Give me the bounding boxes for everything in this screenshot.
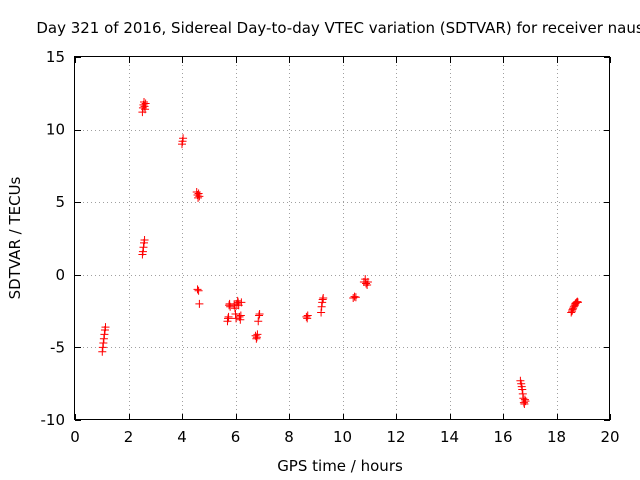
data-point — [255, 311, 264, 320]
data-point — [362, 279, 371, 288]
data-point — [138, 247, 147, 256]
data-point — [254, 317, 263, 326]
x-tick-labels: 0 2 4 6 8 10 12 14 16 18 20 — [70, 428, 619, 446]
grid — [75, 57, 610, 420]
x-tick-label: 10 — [333, 428, 352, 446]
y-tick-label: -10 — [41, 411, 66, 429]
data-point — [195, 192, 204, 201]
data-point — [141, 105, 150, 114]
y-tick-labels: -10 -5 0 5 10 15 — [41, 48, 66, 429]
x-tick-label: 0 — [70, 428, 80, 446]
data-point — [255, 310, 264, 319]
data-point — [317, 308, 326, 317]
data-point — [236, 315, 245, 324]
x-tick-label: 4 — [177, 428, 187, 446]
y-tick-label: -5 — [50, 338, 65, 356]
data-point — [518, 389, 527, 398]
data-point — [98, 343, 107, 352]
data-points — [98, 98, 582, 409]
data-point — [571, 299, 580, 308]
x-tick-label: 18 — [547, 428, 566, 446]
data-point — [195, 299, 204, 308]
data-point — [252, 334, 261, 343]
y-tick-label: 10 — [46, 121, 65, 139]
data-point — [302, 312, 311, 321]
data-point — [317, 302, 326, 311]
data-point — [573, 297, 582, 306]
data-point — [179, 134, 188, 143]
data-point — [100, 330, 109, 339]
x-tick-label: 20 — [600, 428, 619, 446]
x-tick-label: 2 — [124, 428, 134, 446]
data-point — [226, 302, 235, 311]
x-tick-label: 6 — [231, 428, 241, 446]
data-point — [253, 330, 262, 339]
data-point — [140, 235, 149, 244]
data-point — [363, 278, 372, 287]
data-point — [520, 395, 529, 404]
data-point — [232, 314, 241, 323]
data-point — [194, 286, 203, 295]
data-point — [194, 193, 203, 202]
data-point — [518, 385, 527, 394]
data-point — [236, 311, 245, 320]
data-point — [351, 293, 360, 302]
y-tick-label: 15 — [46, 48, 65, 66]
data-point — [139, 243, 148, 252]
data-point — [193, 285, 202, 294]
axis-ticks — [75, 57, 611, 421]
data-point — [318, 295, 327, 304]
y-tick-label: 0 — [55, 266, 65, 284]
data-point — [99, 334, 108, 343]
data-point — [224, 314, 233, 323]
y-tick-label: 5 — [55, 193, 65, 211]
data-point — [233, 296, 242, 305]
data-point — [99, 339, 108, 348]
data-point — [303, 311, 312, 320]
x-tick-label: 14 — [440, 428, 459, 446]
data-point — [350, 292, 359, 301]
x-tick-label: 16 — [493, 428, 512, 446]
plot-frame — [74, 56, 610, 420]
data-point — [521, 397, 530, 406]
data-point — [98, 347, 107, 356]
data-point — [101, 323, 110, 332]
data-point — [231, 310, 240, 319]
chart-title: Day 321 of 2016, Sidereal Day-to-day VTE… — [36, 19, 640, 37]
x-tick-label: 12 — [386, 428, 405, 446]
x-axis-label: GPS time / hours — [277, 457, 403, 475]
data-point — [140, 98, 149, 107]
data-point — [319, 294, 328, 303]
data-point — [224, 312, 233, 321]
data-point — [573, 298, 582, 307]
x-tick-label: 8 — [284, 428, 294, 446]
y-axis-label: SDTVAR / TECUs — [6, 176, 24, 299]
data-point — [141, 99, 150, 108]
data-point — [237, 298, 246, 307]
